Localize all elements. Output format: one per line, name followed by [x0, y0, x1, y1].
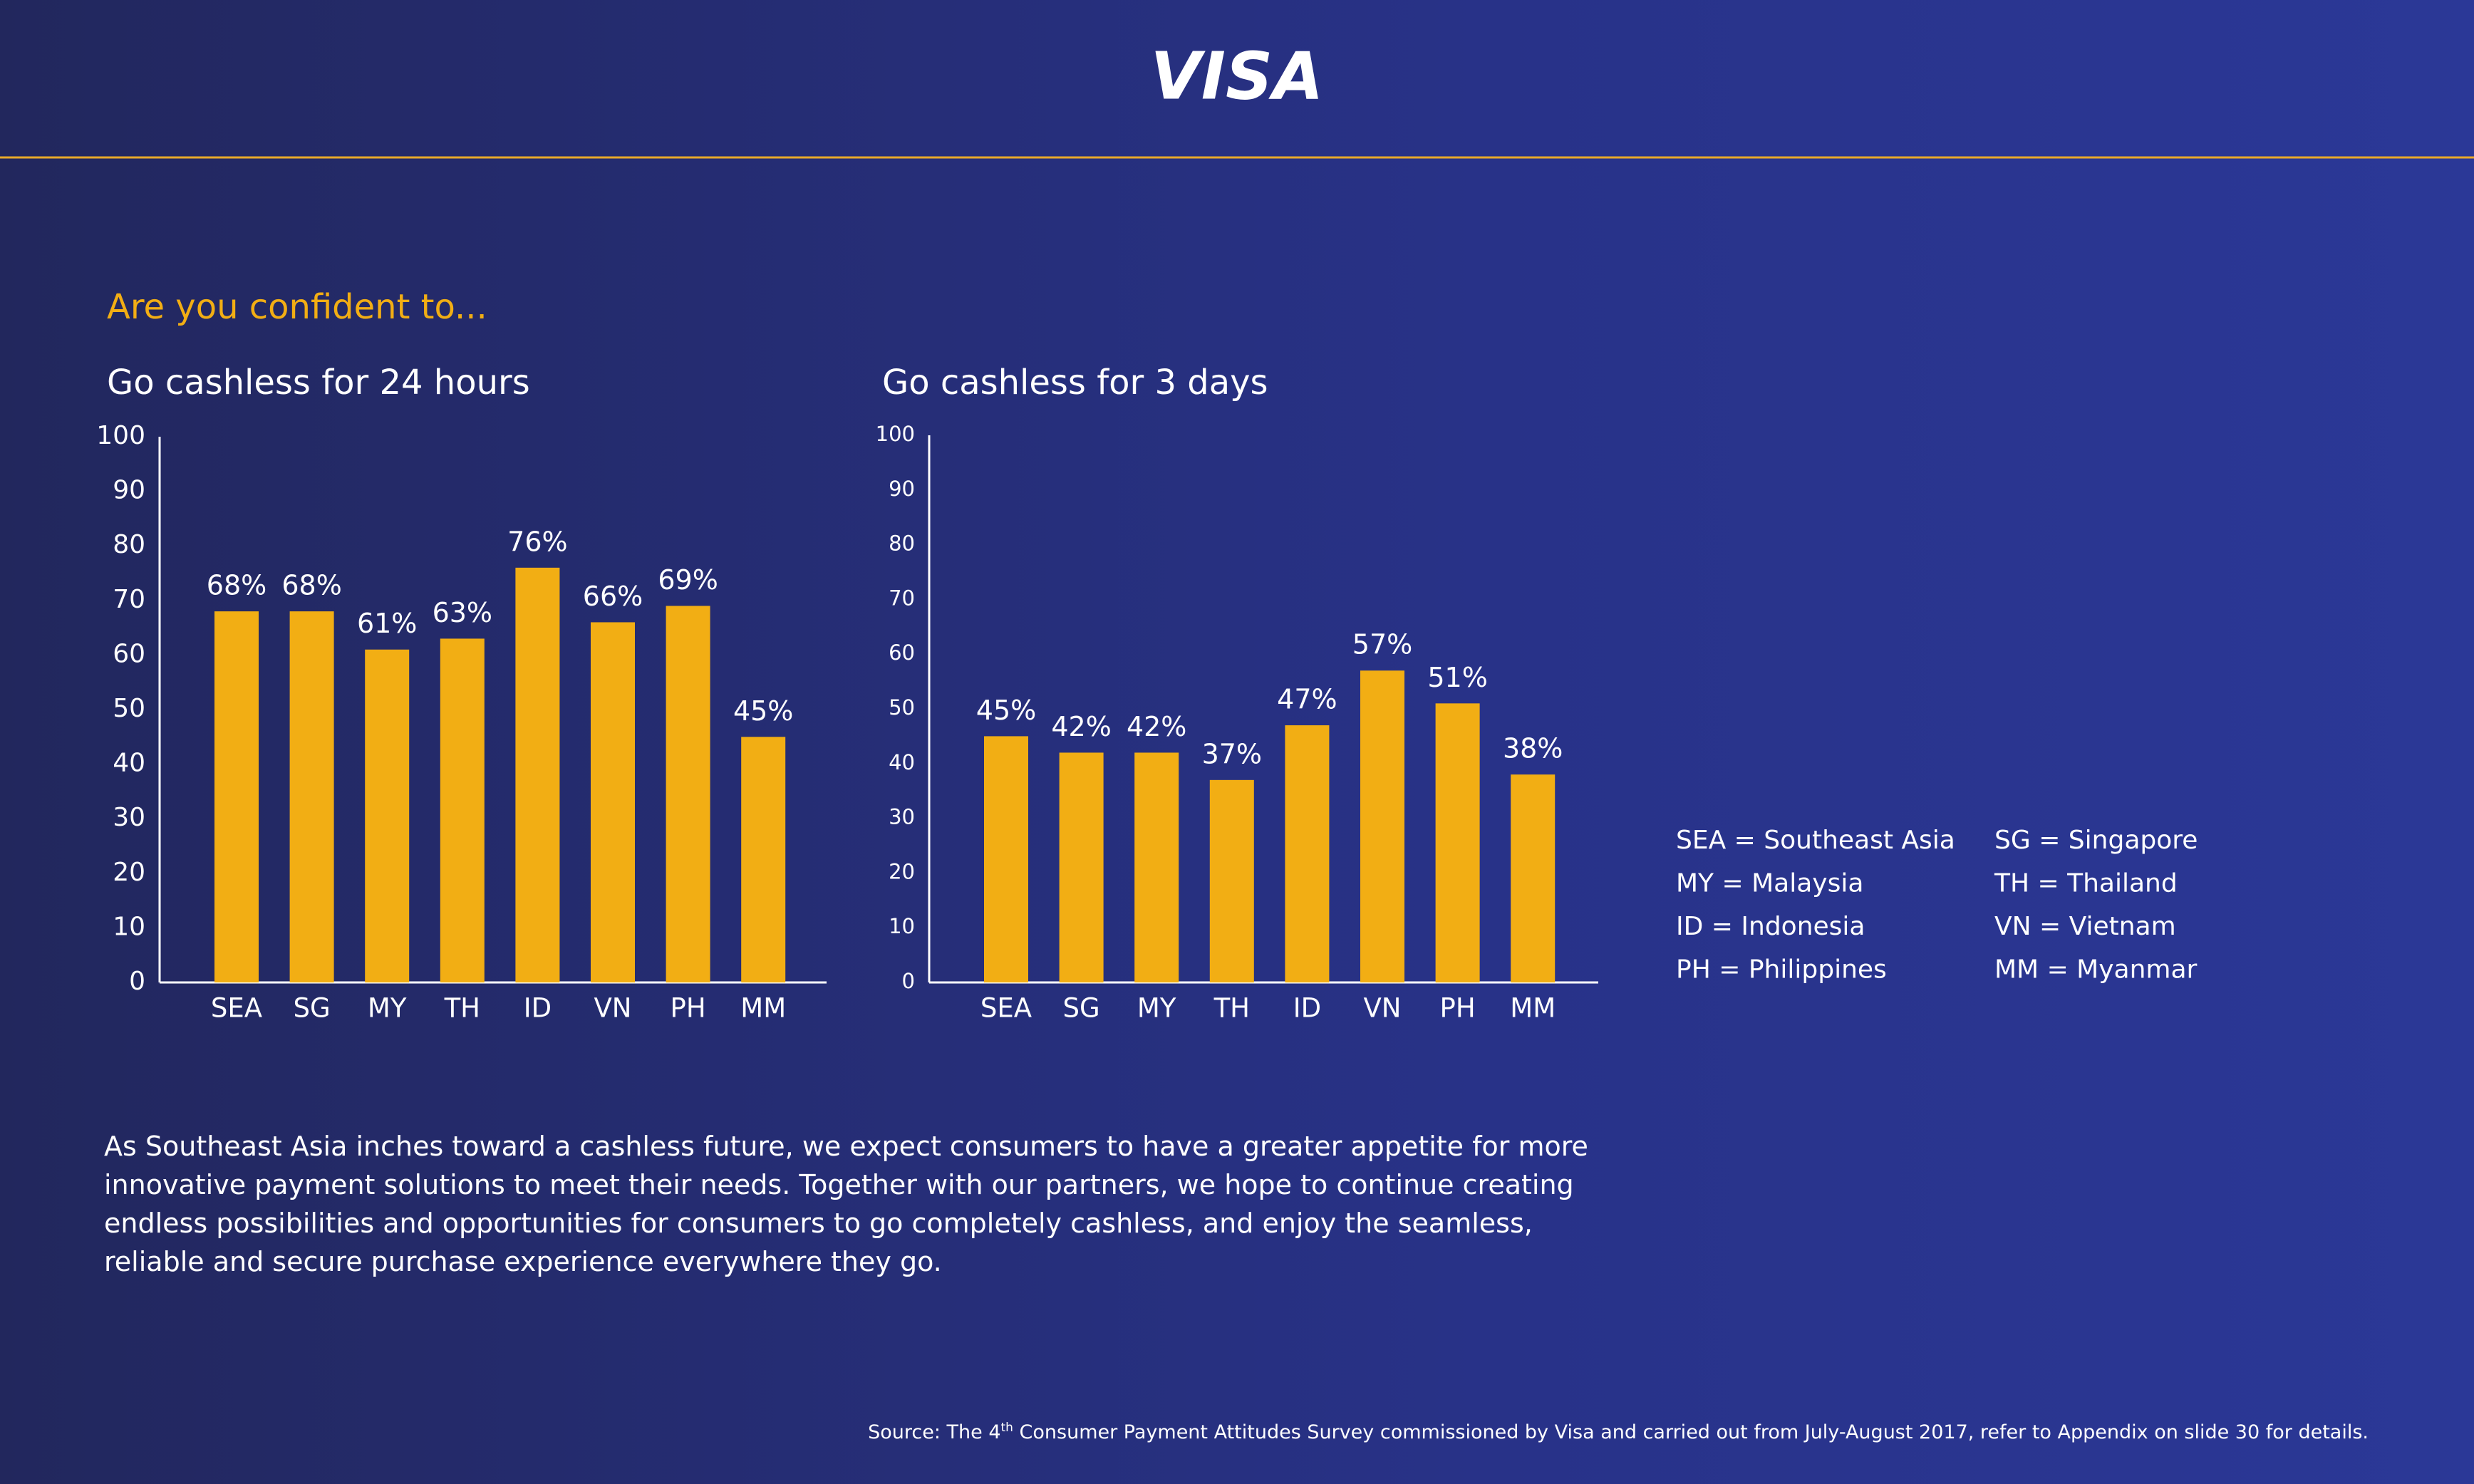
- x-tick-label: MM: [1510, 993, 1556, 1024]
- bar: [515, 567, 560, 982]
- bar: [1360, 670, 1404, 982]
- y-tick-label: 20: [113, 858, 145, 887]
- y-tick-label: 100: [876, 422, 915, 446]
- x-tick-label: PH: [1440, 993, 1476, 1024]
- source-text: Consumer Payment Attitudes Survey commis…: [1013, 1421, 2369, 1443]
- value-label: 61%: [357, 608, 417, 639]
- x-tick-label: MY: [1137, 993, 1176, 1024]
- bar: [1059, 752, 1104, 982]
- y-tick-label: 50: [889, 695, 915, 720]
- y-tick-label: 70: [889, 586, 915, 610]
- x-tick-label: MY: [368, 993, 407, 1024]
- logo: VISA: [1151, 38, 1324, 114]
- bar: [1134, 752, 1179, 982]
- legend-entry: ID = Indonesia: [1676, 912, 1865, 941]
- x-tick-label: PH: [671, 993, 706, 1024]
- y-tick-label: 80: [113, 530, 145, 559]
- bar: [1511, 774, 1556, 982]
- bar: [591, 622, 635, 982]
- value-label: 47%: [1277, 684, 1337, 715]
- y-tick-label: 10: [113, 912, 145, 941]
- x-tick-label: SG: [1063, 993, 1100, 1024]
- bar: [1435, 703, 1480, 982]
- x-tick-label: VN: [1364, 993, 1402, 1024]
- value-label: 51%: [1427, 662, 1487, 693]
- value-label: 63%: [433, 597, 492, 628]
- source-sup: th: [1000, 1421, 1013, 1435]
- value-label: 45%: [976, 695, 1036, 726]
- y-tick-label: 30: [113, 803, 145, 832]
- value-label: 76%: [507, 526, 567, 557]
- value-label: 42%: [1127, 711, 1186, 742]
- chart-title: Go cashless for 3 days: [882, 363, 1268, 403]
- x-tick-label: SEA: [980, 993, 1032, 1024]
- value-label: 45%: [733, 695, 793, 727]
- y-tick-label: 50: [113, 694, 145, 723]
- y-tick-label: 90: [113, 476, 145, 505]
- chart-title: Go cashless for 24 hours: [107, 363, 530, 403]
- value-label: 42%: [1051, 711, 1111, 742]
- y-tick-label: 60: [889, 640, 915, 665]
- x-tick-label: MM: [740, 993, 786, 1024]
- value-label: 37%: [1202, 738, 1262, 769]
- legend-entry: VN = Vietnam: [1994, 912, 2176, 941]
- y-tick-label: 40: [113, 749, 145, 778]
- value-label: 66%: [583, 581, 643, 612]
- y-tick-label: 60: [113, 639, 145, 668]
- legend-entry: SG = Singapore: [1994, 826, 2198, 855]
- y-tick-label: 90: [889, 477, 915, 501]
- x-tick-label: TH: [444, 993, 480, 1024]
- bar: [440, 638, 485, 982]
- question: Are you confident to...: [107, 287, 487, 327]
- legend-entry: SEA = Southeast Asia: [1676, 826, 1955, 855]
- y-tick-label: 80: [889, 531, 915, 556]
- y-tick-label: 70: [113, 585, 145, 614]
- bar: [289, 611, 334, 982]
- y-tick-label: 100: [96, 421, 145, 450]
- x-tick-label: ID: [1293, 993, 1321, 1024]
- x-tick-label: VN: [594, 993, 632, 1024]
- legend-entry: MY = Malaysia: [1676, 869, 1863, 898]
- x-tick-label: SG: [294, 993, 331, 1024]
- bar: [741, 737, 786, 982]
- bar: [666, 606, 710, 982]
- legend-entry: TH = Thailand: [1994, 869, 2178, 898]
- value-label: 69%: [658, 564, 718, 596]
- y-tick-label: 20: [889, 859, 915, 883]
- value-label: 57%: [1352, 629, 1412, 660]
- bar: [365, 649, 410, 982]
- y-tick-label: 0: [129, 967, 145, 996]
- value-label: 68%: [281, 570, 341, 601]
- value-label: 68%: [207, 570, 266, 601]
- y-tick-label: 40: [889, 750, 915, 774]
- legend-entry: PH = Philippines: [1676, 955, 1887, 985]
- y-tick-label: 10: [889, 914, 915, 938]
- paragraph: As Southeast Asia inches toward a cashle…: [104, 1131, 1588, 1277]
- y-tick-label: 0: [902, 969, 915, 993]
- x-tick-label: ID: [524, 993, 552, 1024]
- x-tick-label: TH: [1213, 993, 1250, 1024]
- bar: [214, 611, 259, 982]
- value-label: 38%: [1503, 733, 1563, 764]
- bar: [1209, 779, 1254, 982]
- x-tick-label: SEA: [211, 993, 262, 1024]
- bar: [1285, 725, 1330, 982]
- y-tick-label: 30: [889, 805, 915, 829]
- source-text: Source: The 4: [868, 1421, 1001, 1443]
- legend-entry: MM = Myanmar: [1994, 955, 2198, 985]
- bar: [984, 736, 1028, 982]
- source: Source: The 4th Consumer Payment Attitud…: [868, 1421, 2369, 1443]
